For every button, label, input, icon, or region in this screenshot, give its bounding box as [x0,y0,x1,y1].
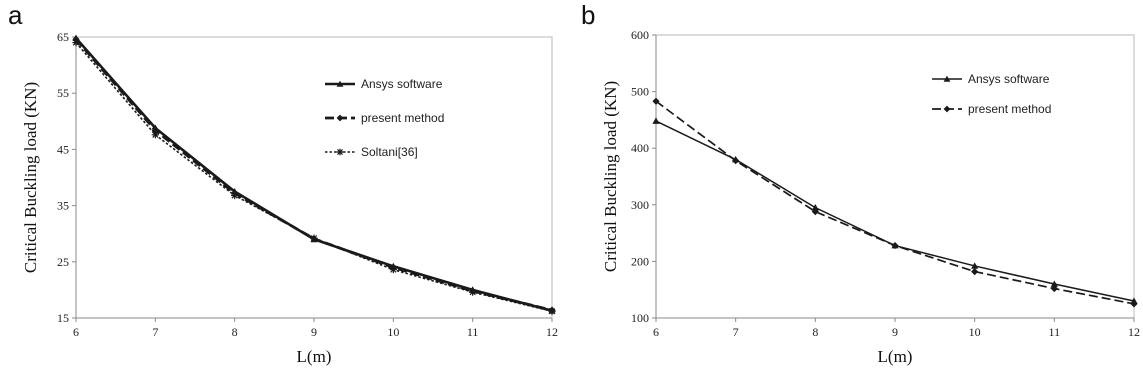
y-tick-label: 400 [631,141,649,155]
legend: Ansys software present method Soltani[36] [325,77,444,159]
data-point [231,191,239,200]
data-point [943,105,951,113]
series-line [74,38,553,312]
legend-label: Ansys software [968,72,1050,86]
data-point [1130,300,1138,308]
y-tick-label: 600 [631,28,649,42]
data-point [548,307,556,315]
x-tick-label: 8 [812,325,818,339]
series-line [655,100,1135,305]
series-present-method [652,97,1138,308]
data-point [151,131,159,139]
y-tick-label: 200 [631,254,649,268]
x-tick-label: 10 [387,325,399,339]
y-tick-label: 300 [631,198,649,212]
plot-frame [75,36,553,319]
data-point [1050,284,1058,293]
x-tick-label: 11 [467,325,479,339]
data-point [652,117,660,124]
chart-panel-a: a 15 25 35 45 55 65 6 7 8 9 10 11 12 L(m) Critical Buc… [8,0,558,366]
x-tick-label: 6 [653,325,659,339]
panel-label: a [8,0,23,30]
data-point [943,75,951,82]
data-point [1050,280,1058,287]
x-tick-label: 12 [546,325,558,339]
series-line [75,42,553,313]
series-soltani-36 [72,39,556,315]
series-present-method [72,35,556,314]
y-tick-label: 65 [57,30,69,44]
x-tick-label: 9 [892,325,898,339]
data-point [652,97,660,105]
x-axis-title: L(m) [878,347,913,366]
data-point [72,39,80,47]
legend-label: present method [968,102,1051,116]
x-tick-label: 7 [733,325,739,339]
x-tick-label: 8 [232,325,238,339]
panel-label: b [581,0,596,30]
data-point [310,234,318,242]
y-axis-title: Critical Buckling load (KN) [21,82,40,273]
chart-b-svg: 100 200 300 400 500 600 6 7 8 9 10 11 12 L(m) Critical… [601,28,1140,366]
data-point [336,148,344,156]
legend: Ansys software present method [932,72,1051,116]
x-tick-label: 7 [152,325,158,339]
chart-a-svg: 15 25 35 45 55 65 6 7 8 9 10 11 12 L(m) Critical Buckl… [21,30,558,366]
data-point [336,80,344,87]
x-tick-label: 10 [969,325,981,339]
data-point [971,262,979,269]
legend-label: Soltani[36] [361,145,418,159]
series-line [75,37,553,312]
y-tick-label: 25 [57,255,69,269]
y-tick-label: 100 [631,311,649,325]
series-line [655,120,1135,302]
x-tick-label: 11 [1049,325,1061,339]
data-point [336,114,344,122]
x-axis-title: L(m) [297,347,332,366]
y-tick-label: 500 [631,85,649,99]
chart-panel-b: b 100 200 300 400 500 600 6 7 8 9 10 11 12 L(m) Critic… [572,0,1143,387]
legend-label: Ansys software [361,77,443,91]
legend-label: present method [361,111,444,125]
data-point [971,267,979,276]
y-tick-label: 15 [57,311,69,325]
data-point [389,266,397,274]
y-axis-title: Critical Buckling load (KN) [601,81,620,272]
x-tick-label: 6 [73,325,79,339]
y-tick-label: 45 [57,142,69,156]
series-ansys-software [652,117,1138,304]
data-point [469,288,477,296]
data-point [811,204,819,211]
y-tick-label: 55 [57,86,69,100]
x-tick-label: 12 [1128,325,1140,339]
y-tick-label: 35 [57,199,69,213]
data-point [891,241,899,250]
x-tick-label: 9 [311,325,317,339]
series-ansys-software [72,34,556,314]
plot-frame [655,34,1135,319]
